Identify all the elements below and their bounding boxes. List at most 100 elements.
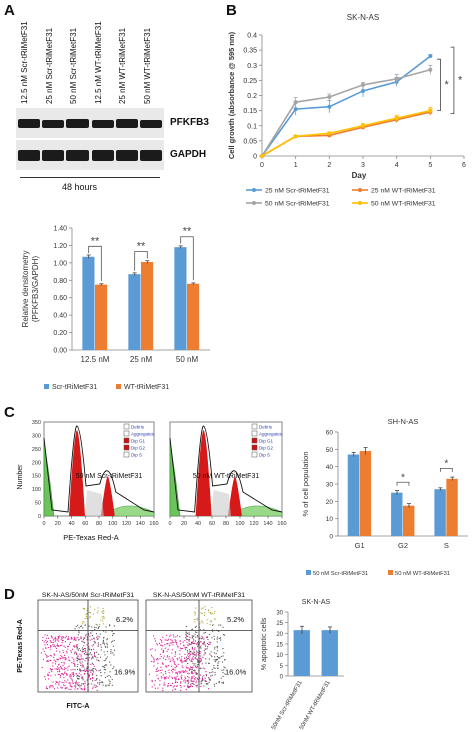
event-dot	[73, 662, 75, 664]
event-dot	[94, 668, 97, 670]
x-tick-label: 40	[68, 521, 74, 527]
event-dot	[80, 625, 82, 628]
event-dot	[194, 651, 196, 654]
event-dot	[49, 685, 51, 687]
event-dot	[102, 665, 104, 668]
event-dot	[154, 680, 156, 682]
event-dot	[200, 640, 202, 643]
event-dot	[51, 668, 53, 670]
event-dot	[90, 649, 92, 651]
event-dot	[112, 632, 114, 635]
event-dot	[47, 660, 49, 663]
event-dot	[161, 640, 163, 642]
event-dot	[159, 669, 161, 671]
event-dot	[156, 670, 158, 672]
event-dot	[105, 631, 107, 633]
event-dot	[48, 637, 50, 639]
event-dot	[179, 671, 181, 673]
legend-label: 50 nM WT-tRiMetF31	[371, 201, 436, 208]
event-dot	[75, 625, 77, 627]
event-dot	[43, 641, 45, 643]
event-dot	[74, 685, 76, 687]
event-dot	[195, 666, 197, 668]
event-dot	[94, 641, 96, 643]
event-dot	[113, 633, 115, 635]
event-dot	[80, 664, 82, 667]
event-dot	[100, 682, 102, 684]
series-line	[261, 111, 431, 157]
event-dot	[192, 652, 194, 654]
event-dot	[77, 684, 79, 686]
event-dot	[193, 635, 195, 637]
bar	[347, 454, 360, 536]
event-dot	[106, 642, 108, 644]
legend-marker	[358, 201, 362, 205]
legend-label: Dip G1	[131, 439, 146, 444]
event-dot	[203, 642, 206, 644]
event-dot	[197, 661, 199, 663]
event-dot	[190, 660, 193, 662]
event-dot	[102, 639, 104, 641]
event-dot	[212, 623, 214, 626]
event-dot	[216, 636, 219, 638]
event-dot	[77, 663, 79, 666]
event-dot	[82, 665, 84, 667]
event-dot	[42, 648, 44, 650]
event-dot	[188, 681, 190, 683]
event-dot	[88, 625, 90, 627]
event-dot	[80, 654, 82, 656]
event-dot	[171, 649, 173, 651]
event-dot	[214, 648, 216, 650]
event-dot	[63, 636, 65, 638]
event-dot	[82, 627, 84, 629]
event-dot	[105, 626, 107, 628]
event-dot	[185, 677, 187, 679]
event-dot	[105, 646, 107, 648]
g2-peak	[227, 476, 242, 516]
event-dot	[73, 673, 75, 675]
event-dot	[83, 673, 85, 675]
event-dot	[175, 651, 177, 653]
histogram-label: 50 nM WT-tRiMetF31	[193, 473, 260, 480]
event-dot	[104, 654, 106, 656]
legend-swatch	[123, 437, 130, 444]
lane-label: 50 nM WT-tRiMetF31	[142, 27, 152, 104]
flow-plot-scr: SK-N-AS/50nM Scr-tRiMetF31 6.2% 16.9% PE-Te…	[17, 592, 139, 710]
event-dot	[91, 683, 93, 685]
event-dot	[56, 668, 58, 670]
event-dot	[92, 613, 95, 615]
data-point	[327, 104, 332, 109]
event-dot	[112, 645, 114, 647]
event-dot	[69, 683, 71, 685]
event-dot	[77, 678, 80, 680]
event-dot	[47, 674, 49, 677]
event-dot	[83, 666, 85, 668]
event-dot	[162, 663, 164, 665]
event-dot	[83, 621, 85, 623]
event-dot	[204, 652, 206, 654]
event-dot	[64, 657, 66, 659]
event-dot	[104, 676, 106, 679]
event-dot	[71, 679, 73, 681]
event-dot	[76, 674, 79, 676]
event-dot	[110, 650, 112, 652]
event-dot	[186, 679, 188, 681]
event-dot	[78, 658, 80, 660]
event-dot	[64, 659, 66, 661]
event-dot	[191, 657, 193, 659]
event-dot	[76, 657, 78, 659]
event-dot	[58, 667, 60, 669]
event-dot	[219, 657, 221, 659]
event-dot	[86, 653, 88, 655]
event-dot	[72, 682, 75, 684]
event-dot	[188, 686, 190, 688]
event-dot	[175, 688, 177, 690]
event-dot	[88, 673, 90, 675]
event-dot	[194, 621, 196, 623]
event-dot	[192, 672, 194, 674]
event-dot	[82, 621, 84, 623]
event-dot	[73, 674, 75, 676]
significance-bracket	[396, 481, 410, 486]
event-dot	[189, 666, 192, 668]
